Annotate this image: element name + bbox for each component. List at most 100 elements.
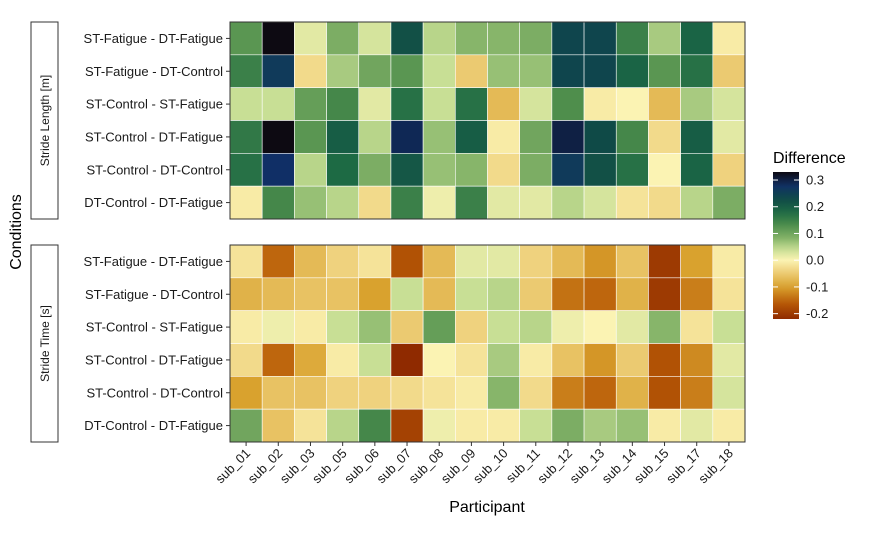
heatmap-cell <box>390 408 424 443</box>
heatmap-cell <box>583 185 617 220</box>
legend: Difference 0.3 0.2 0.1 0.0 -0.1 -0.2 <box>773 150 846 321</box>
heatmap-cell <box>583 120 617 154</box>
heatmap-cell <box>229 277 263 311</box>
heatmap-cell <box>712 244 746 279</box>
heatmap-cell <box>487 376 520 410</box>
heatmap-cell <box>648 87 681 121</box>
heatmap-cell <box>294 244 327 279</box>
heatmap-cell <box>294 310 327 344</box>
heatmap-cell <box>455 343 488 377</box>
heatmap-cell <box>648 408 681 443</box>
heatmap-cell <box>294 120 327 154</box>
heatmap-cell <box>551 21 585 56</box>
heatmap-cell <box>648 343 681 377</box>
heatmap-cell <box>680 376 714 410</box>
legend-title: Difference <box>773 150 846 167</box>
heatmap-cell <box>487 120 520 154</box>
heatmap-cell <box>390 310 424 344</box>
heatmap-cell <box>390 185 424 220</box>
heatmap-cell <box>487 87 520 121</box>
heatmap-cell <box>551 376 585 410</box>
heatmap-cell <box>487 153 520 187</box>
heatmap-cell <box>680 310 714 344</box>
heatmap-cell <box>648 185 681 220</box>
heatmap-cell <box>712 21 746 56</box>
heatmap-cell <box>712 87 746 121</box>
heatmap-cell <box>261 153 295 187</box>
panel-frame <box>229 244 746 443</box>
heatmap-cell <box>583 343 617 377</box>
heatmap-cell <box>615 277 649 311</box>
heatmap-cell <box>551 54 585 88</box>
panel-stride-time: ST-Fatigue - DT-Fatigue ST-Fatigue - DT-C… <box>84 244 746 443</box>
heatmap-cell <box>326 277 360 311</box>
heatmap-cell <box>487 244 520 279</box>
heatmap-cell <box>487 21 520 56</box>
heatmap-cell <box>648 376 681 410</box>
legend-tick-label: -0.2 <box>806 306 828 321</box>
heatmap-cell <box>326 343 360 377</box>
heatmap-cell <box>294 21 327 56</box>
heatmap-cell <box>261 185 295 220</box>
heatmap-cell <box>294 87 327 121</box>
heatmap-cell <box>615 120 649 154</box>
heatmap-cell <box>615 87 649 121</box>
heatmap-cell <box>326 408 360 443</box>
heatmap-cell <box>455 244 488 279</box>
x-tick-label: sub_17 <box>663 446 704 487</box>
y-tick-label: ST-Control - ST-Fatigue <box>86 97 223 112</box>
legend-tick-label: 0.1 <box>806 226 824 241</box>
heatmap-cell <box>358 244 392 279</box>
heatmap-cell <box>519 185 553 220</box>
y-tick-label: ST-Fatigue - DT-Control <box>85 64 223 79</box>
heatmap-cell <box>583 277 617 311</box>
heatmap-cell <box>422 343 456 377</box>
heatmap-cell <box>455 21 488 56</box>
x-tick-label: sub_05 <box>309 446 350 487</box>
heatmap-cell <box>455 310 488 344</box>
heatmap-cell <box>390 343 424 377</box>
x-tick-label: sub_06 <box>341 446 382 487</box>
heatmap-cell <box>422 54 456 88</box>
heatmap-cell <box>229 21 263 56</box>
x-tick-label: sub_10 <box>470 446 511 487</box>
heatmap-cell <box>358 376 392 410</box>
heatmap-cell <box>712 376 746 410</box>
heatmap-cell <box>712 408 746 443</box>
x-tick-label: sub_15 <box>631 446 672 487</box>
heatmap-cell <box>680 54 714 88</box>
heatmap-cell <box>294 153 327 187</box>
heatmap-cell <box>358 408 392 443</box>
heatmap-cell <box>229 310 263 344</box>
x-axis-title: Participant <box>449 499 525 516</box>
heatmap-cell <box>390 153 424 187</box>
heatmap-cell <box>519 153 553 187</box>
x-tick-label: sub_12 <box>534 446 575 487</box>
heatmap-cell <box>294 376 327 410</box>
heatmap-cell <box>294 185 327 220</box>
y-tick-label: ST-Control - DT-Control <box>86 162 223 177</box>
heatmap-cell <box>455 277 488 311</box>
heatmap-cell <box>326 185 360 220</box>
heatmap-cell <box>358 343 392 377</box>
heatmap-cell <box>326 153 360 187</box>
heatmap-cell <box>229 54 263 88</box>
heatmap-cell <box>455 153 488 187</box>
heatmap-cell <box>519 376 553 410</box>
heatmap-cell <box>326 310 360 344</box>
heatmap-cell <box>680 244 714 279</box>
heatmap-cell <box>519 408 553 443</box>
heatmap-cell <box>229 408 263 443</box>
y-tick-label: ST-Fatigue - DT-Fatigue <box>84 254 223 269</box>
heatmap-cell <box>390 376 424 410</box>
x-tick-label: sub_03 <box>277 446 318 487</box>
heatmap-cell <box>583 21 617 56</box>
heatmap-cell <box>326 244 360 279</box>
legend-tick-label: 0.0 <box>806 253 824 268</box>
heatmap-cell <box>326 376 360 410</box>
heatmap-cell <box>487 185 520 220</box>
y-tick-label: ST-Fatigue - DT-Control <box>85 287 223 302</box>
heatmap-cell <box>422 277 456 311</box>
heatmap-cell <box>390 277 424 311</box>
